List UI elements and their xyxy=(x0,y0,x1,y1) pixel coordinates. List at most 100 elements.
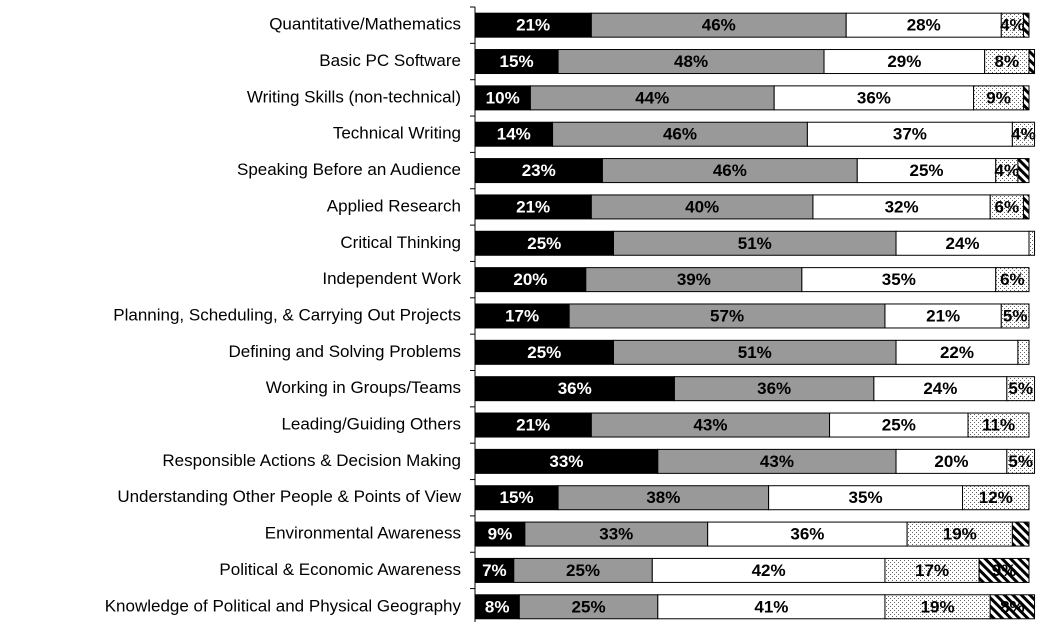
data-label: 4% xyxy=(1000,16,1025,35)
bar-segment xyxy=(474,121,554,147)
bar-segment xyxy=(474,412,592,438)
data-label: 14% xyxy=(497,125,531,144)
data-label: 25% xyxy=(527,234,561,253)
data-label: 23% xyxy=(522,161,556,180)
category-label: Working in Groups/Teams xyxy=(266,378,461,397)
data-label: 12% xyxy=(979,488,1013,507)
bar-segment xyxy=(474,521,526,547)
bar-segment xyxy=(474,49,559,75)
bar-segment xyxy=(1006,376,1036,402)
bar-segment xyxy=(673,376,875,402)
bar-segment xyxy=(989,194,1024,220)
bar-segment xyxy=(1006,448,1036,474)
data-label: 5% xyxy=(1008,452,1033,471)
data-label: 7% xyxy=(482,561,507,580)
bar-segment xyxy=(995,267,1030,293)
data-label: 37% xyxy=(893,125,927,144)
data-label: 25% xyxy=(882,416,916,435)
data-label: 17% xyxy=(505,306,539,325)
bar-segment xyxy=(590,194,814,220)
category-label: Political & Economic Awareness xyxy=(219,560,461,579)
bar-segment xyxy=(474,376,675,402)
data-label: 41% xyxy=(754,597,788,616)
data-label: 25% xyxy=(572,597,606,616)
data-label: 28% xyxy=(907,16,941,35)
data-label: 36% xyxy=(857,88,891,107)
bar-segment xyxy=(1017,158,1030,184)
data-label: 20% xyxy=(513,270,547,289)
data-label: 46% xyxy=(713,161,747,180)
data-label: 8% xyxy=(1000,597,1025,616)
bar-segment xyxy=(474,448,659,474)
data-label: 8% xyxy=(995,52,1020,71)
bar-segment xyxy=(657,594,886,620)
category-label: Responsible Actions & Decision Making xyxy=(162,451,461,470)
category-label: Applied Research xyxy=(327,196,461,215)
bar-segment xyxy=(529,85,775,111)
data-label: 42% xyxy=(752,561,786,580)
bar-segment xyxy=(967,412,1030,438)
bar-segment xyxy=(962,485,1030,511)
data-label: 21% xyxy=(926,306,960,325)
category-label: Writing Skills (non-technical) xyxy=(247,87,461,106)
bar-segment xyxy=(657,448,897,474)
bar-segment xyxy=(474,230,614,256)
data-label: 21% xyxy=(516,197,550,216)
data-label: 33% xyxy=(549,452,583,471)
data-label: 51% xyxy=(738,343,772,362)
data-label: 4% xyxy=(995,161,1020,180)
data-label: 9% xyxy=(986,88,1011,107)
category-label: Understanding Other People & Points of V… xyxy=(117,487,461,506)
bar-segment xyxy=(884,594,991,620)
data-label: 15% xyxy=(500,52,534,71)
bar-segment xyxy=(806,121,1013,147)
category-label: Leading/Guiding Others xyxy=(281,415,461,434)
data-label: 20% xyxy=(934,452,968,471)
data-label: 24% xyxy=(946,234,980,253)
data-label: 38% xyxy=(646,488,680,507)
bar-segment xyxy=(823,49,986,75)
data-label: 32% xyxy=(885,197,919,216)
bar-segment xyxy=(895,448,1008,474)
data-label: 39% xyxy=(677,270,711,289)
category-label: Independent Work xyxy=(322,269,461,288)
data-label: 19% xyxy=(943,525,977,544)
data-label: 21% xyxy=(516,16,550,35)
data-label: 25% xyxy=(566,561,600,580)
bar-segment xyxy=(1011,521,1030,547)
data-label: 57% xyxy=(710,306,744,325)
bar-segment xyxy=(801,267,997,293)
bar-segment xyxy=(590,12,847,38)
category-label: Environmental Awareness xyxy=(265,524,461,543)
data-label: 15% xyxy=(500,488,534,507)
data-label: 44% xyxy=(635,88,669,107)
data-label: 48% xyxy=(674,52,708,71)
data-label: 11% xyxy=(982,416,1015,435)
bar-segment xyxy=(651,557,886,583)
data-label: 35% xyxy=(849,488,883,507)
bar-segment xyxy=(856,158,997,184)
bar-segment xyxy=(585,267,803,293)
category-label: Knowledge of Political and Physical Geog… xyxy=(105,596,462,615)
category-label: Basic PC Software xyxy=(319,51,461,70)
bar-segment xyxy=(845,12,1002,38)
data-label: 21% xyxy=(516,416,550,435)
bar-segment xyxy=(1028,49,1036,75)
data-label: 9% xyxy=(992,561,1017,580)
bar-segment xyxy=(829,412,969,438)
bar-segment xyxy=(557,49,825,75)
data-label: 6% xyxy=(1000,270,1025,289)
data-label: 36% xyxy=(757,379,791,398)
bar-segment xyxy=(906,521,1013,547)
bar-segment xyxy=(707,521,908,547)
data-label: 5% xyxy=(1008,379,1033,398)
bar-segment xyxy=(568,303,886,329)
bar-segment xyxy=(973,85,1024,111)
data-label: 46% xyxy=(663,125,697,144)
bar-segment xyxy=(601,158,858,184)
category-label: Planning, Scheduling, & Carrying Out Pro… xyxy=(113,305,461,324)
bar-segment xyxy=(474,594,520,620)
bar-segment xyxy=(474,158,603,184)
category-label: Quantitative/Mathematics xyxy=(269,15,461,34)
